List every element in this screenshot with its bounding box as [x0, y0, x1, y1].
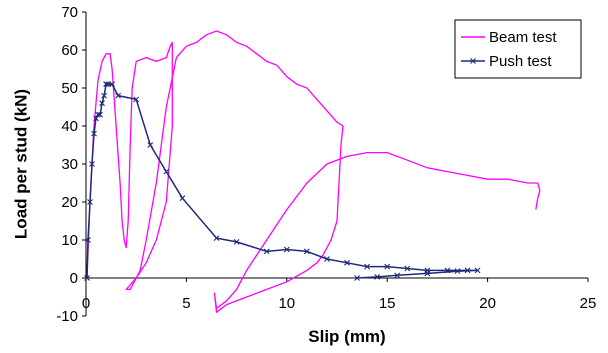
- data-point: [87, 199, 93, 205]
- data-point: [464, 267, 471, 274]
- data-point: [163, 168, 170, 175]
- x-tick-label: 25: [580, 295, 597, 312]
- y-axis-ticks: -10 0 10 20 30 40 50 60 70: [56, 4, 86, 325]
- series-0: [86, 30, 541, 313]
- data-point: [91, 130, 97, 137]
- y-tick-label: 50: [61, 80, 78, 97]
- data-point: [394, 272, 401, 279]
- y-tick-label: 40: [61, 118, 78, 135]
- x-axis-ticks: 0 5 10 15 20 25: [82, 278, 597, 312]
- series-layer: [84, 30, 541, 313]
- x-tick-label: 15: [379, 295, 396, 312]
- legend-label: Push test: [489, 53, 552, 70]
- data-point: [354, 275, 360, 281]
- data-point: [147, 142, 154, 148]
- x-axis-title: Slip (mm): [308, 327, 385, 346]
- y-tick-label: 70: [61, 4, 78, 21]
- data-point: [97, 111, 103, 118]
- x-tick-label: 10: [278, 295, 295, 312]
- data-point: [84, 275, 90, 281]
- data-point: [424, 270, 431, 277]
- data-point: [85, 237, 91, 243]
- series-1: [84, 81, 481, 281]
- legend-box: [454, 19, 582, 79]
- data-point: [344, 259, 350, 266]
- y-tick-label: 60: [61, 42, 78, 59]
- data-point: [303, 248, 310, 255]
- x-tick-label: 5: [182, 295, 190, 312]
- data-point: [474, 267, 481, 274]
- data-point: [99, 100, 105, 107]
- y-tick-label: 10: [61, 232, 78, 249]
- y-axis-title: Load per stud (kN): [11, 89, 30, 239]
- data-point: [364, 263, 371, 270]
- legend-label: Beam test: [489, 29, 557, 46]
- data-point: [213, 235, 220, 241]
- data-point: [115, 92, 122, 99]
- data-point: [404, 265, 411, 272]
- y-tick-label: -10: [56, 308, 78, 325]
- data-point: [384, 263, 391, 270]
- y-tick-label: 20: [61, 194, 78, 211]
- data-point: [444, 267, 451, 274]
- data-point: [324, 256, 330, 262]
- data-point: [89, 161, 95, 167]
- series-line: [86, 83, 479, 279]
- data-point: [233, 239, 240, 245]
- data-point: [101, 92, 107, 99]
- data-point: [179, 195, 186, 202]
- legend-marker: [470, 58, 476, 64]
- data-point: [374, 273, 381, 280]
- data-point: [95, 111, 101, 118]
- x-tick-label: 20: [479, 295, 496, 312]
- data-point: [133, 96, 140, 103]
- y-tick-label: 30: [61, 156, 78, 173]
- y-tick-label: 0: [70, 270, 78, 287]
- data-point: [283, 246, 290, 253]
- data-point: [263, 248, 270, 255]
- data-point: [103, 81, 109, 88]
- data-point: [454, 268, 461, 275]
- series-line: [86, 30, 541, 313]
- data-point: [109, 81, 115, 88]
- legend: Beam test Push test: [454, 19, 582, 79]
